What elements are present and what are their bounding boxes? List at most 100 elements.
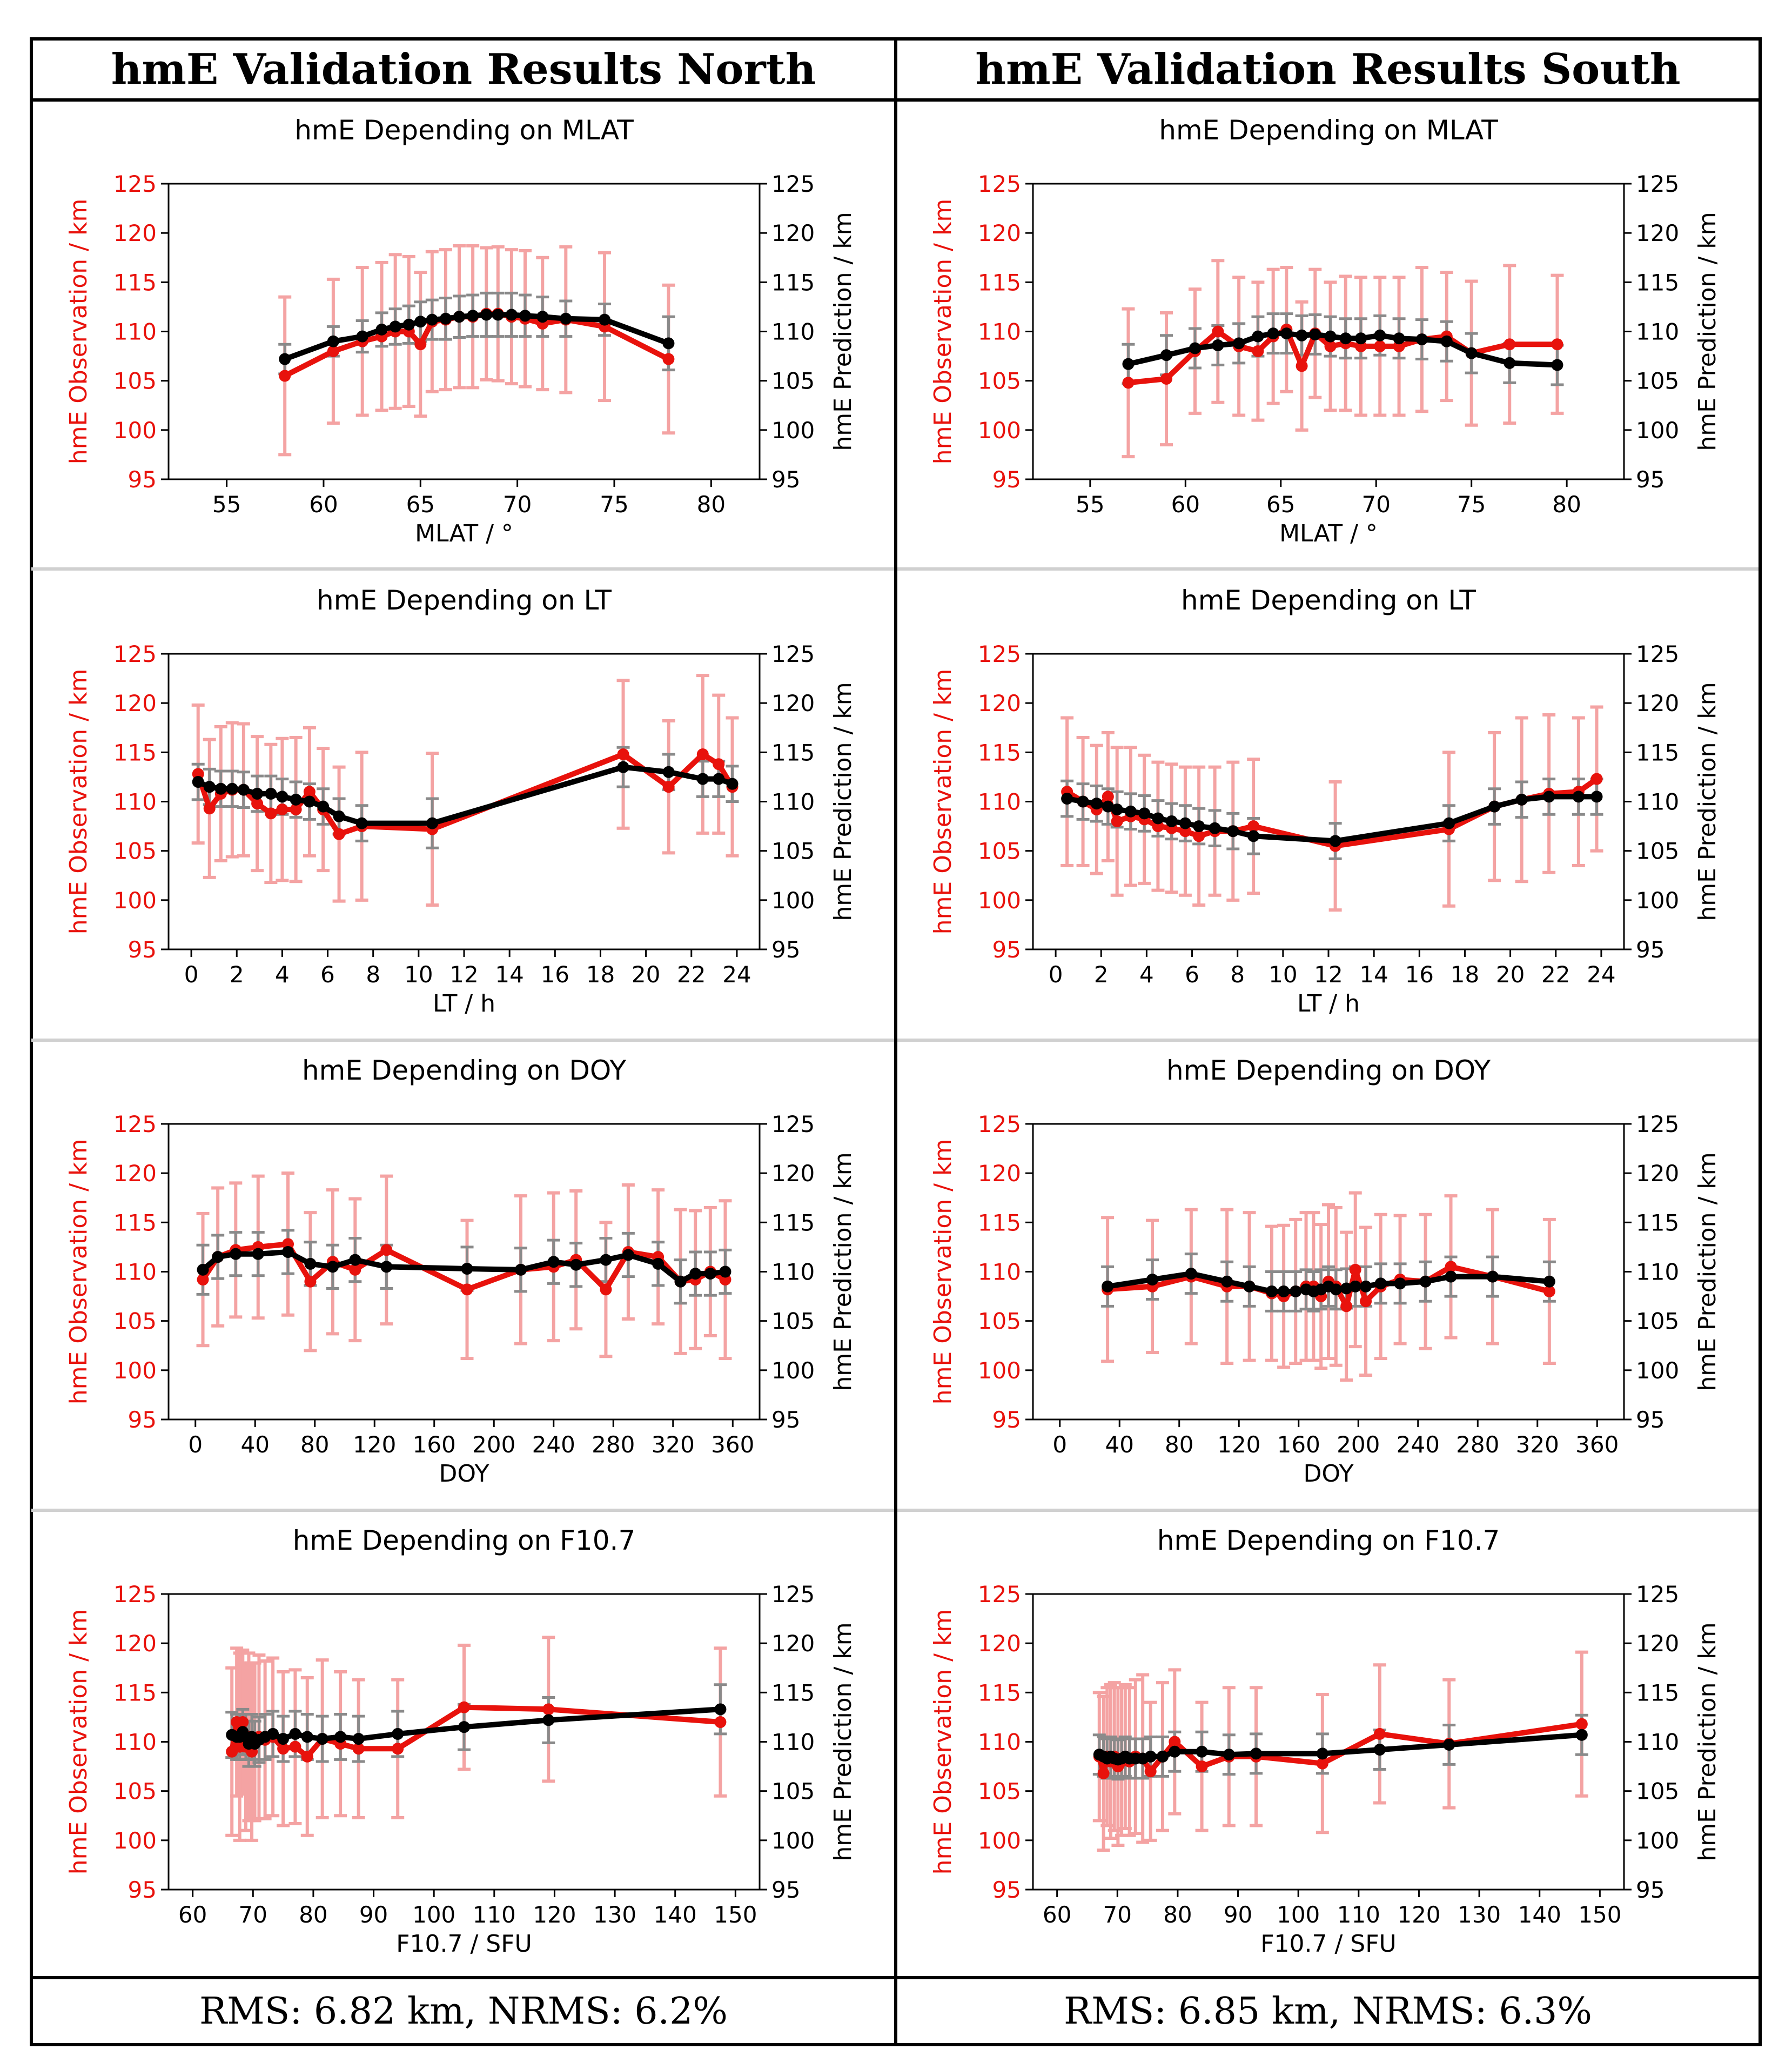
- south-doy-prediction-point: [1419, 1275, 1432, 1288]
- south-mlat-prediction-point: [1267, 327, 1279, 340]
- north-doy-ytick-left-label: 120: [113, 1160, 157, 1187]
- north-lt-observation-point: [265, 807, 277, 820]
- north-lt-observation-point: [251, 798, 264, 810]
- north-doy-prediction-point: [689, 1268, 702, 1280]
- south-f107-xtick-label: 120: [1397, 1901, 1440, 1928]
- south-doy-ytick-left-label: 120: [978, 1160, 1021, 1187]
- north-doy-prediction-point: [461, 1263, 473, 1275]
- south-lt-prediction-point: [1572, 791, 1585, 803]
- north-f107-observation-point: [714, 1716, 727, 1729]
- north-mlat-xtick-label: 65: [406, 491, 435, 518]
- south-lt-prediction-point: [1138, 807, 1151, 820]
- north-doy-xtick-label: 0: [188, 1431, 203, 1458]
- north-f107-observation-point: [277, 1743, 290, 1755]
- north-doy-ytick-right-label: 125: [771, 1111, 815, 1137]
- panel-north-doy: hmE Depending on DOY 0 40 80 120 160 200 240 280…: [65, 1055, 857, 1488]
- north-mlat-prediction-point: [480, 309, 493, 321]
- north-f107-prediction-point: [334, 1731, 347, 1743]
- south-f107-ytick-right-label: 120: [1636, 1630, 1679, 1657]
- south-lt-observation-point: [1111, 815, 1123, 827]
- north-mlat-prediction-point: [439, 312, 452, 325]
- north-f107-prediction-point: [289, 1727, 301, 1740]
- south-lt-prediction-point: [1247, 830, 1260, 842]
- south-f107-observation-point: [1196, 1760, 1208, 1773]
- south-lt-ylabel-right: hmE Prediction / km: [1694, 682, 1721, 921]
- south-lt-xtick-label: 14: [1359, 961, 1388, 988]
- north-lt-prediction-point: [713, 773, 725, 785]
- north-f107-prediction-point: [316, 1733, 328, 1745]
- north-mlat-ytick-right-label: 95: [771, 466, 800, 493]
- north-f107-ytick-right-label: 100: [771, 1827, 815, 1854]
- south-lt-title: hmE Depending on LT: [1181, 585, 1476, 616]
- south-f107-observation-point: [1373, 1727, 1386, 1740]
- north-f107-xtick-label: 60: [178, 1901, 207, 1928]
- north-lt-ylabel-right: hmE Prediction / km: [829, 682, 857, 921]
- south-lt-xtick-label: 8: [1230, 961, 1245, 988]
- south-f107-ytick-right-label: 115: [1636, 1679, 1679, 1706]
- south-f107-prediction-point: [1196, 1745, 1208, 1758]
- south-lt-prediction-point: [1090, 798, 1103, 810]
- south-lt-xtick-label: 18: [1451, 961, 1479, 988]
- north-mlat-prediction-point: [402, 318, 415, 331]
- north-mlat-observation-point: [279, 370, 291, 382]
- south-f107-ytick-right-label: 105: [1636, 1778, 1679, 1805]
- north-doy-xtick-label: 240: [532, 1431, 575, 1458]
- south-f107-prediction-point: [1144, 1750, 1157, 1763]
- south-lt-xtick-label: 0: [1049, 961, 1063, 988]
- south-doy-xtick-label: 40: [1105, 1431, 1134, 1458]
- north-doy-ytick-right-label: 105: [771, 1308, 815, 1335]
- north-lt-prediction-point: [276, 791, 288, 803]
- north-f107-xtick-label: 80: [299, 1901, 327, 1928]
- south-lt-prediction-point: [1329, 835, 1341, 847]
- north-rms-stats: RMS: 6.82 km, NRMS: 6.2%: [199, 1990, 728, 2033]
- south-mlat-prediction-point: [1189, 342, 1201, 354]
- south-column-title: hmE Validation Results South: [975, 45, 1680, 94]
- south-doy-observation-point: [1543, 1285, 1555, 1297]
- south-doy-xtick-label: 200: [1337, 1431, 1380, 1458]
- north-lt-xtick-label: 8: [366, 961, 380, 988]
- south-mlat-observation-point: [1374, 340, 1386, 352]
- north-mlat-prediction-point: [327, 335, 339, 347]
- north-mlat-prediction-point: [414, 316, 427, 328]
- south-lt-ytick-left-label: 110: [978, 789, 1021, 815]
- north-lt-observation-point: [333, 828, 345, 840]
- south-lt-prediction-point: [1152, 812, 1164, 825]
- north-f107-xtick-label: 100: [412, 1901, 455, 1928]
- north-lt-prediction-point: [317, 800, 330, 813]
- south-f107-observation-point: [1144, 1765, 1157, 1778]
- south-lt-xlabel: LT / h: [1297, 990, 1360, 1017]
- south-doy-ytick-left-label: 100: [978, 1357, 1021, 1384]
- south-mlat-prediction-point: [1122, 358, 1135, 370]
- south-f107-ytick-right-label: 95: [1636, 1877, 1665, 1903]
- north-doy-prediction-point: [514, 1263, 527, 1276]
- north-doy-ytick-right-label: 100: [771, 1357, 815, 1384]
- south-f107-ytick-right-label: 125: [1636, 1581, 1679, 1608]
- north-lt-ytick-left-label: 95: [128, 936, 157, 963]
- south-f107-xlabel: F10.7 / SFU: [1260, 1930, 1397, 1958]
- north-lt-xtick-label: 16: [541, 961, 569, 988]
- south-f107-xtick-label: 80: [1163, 1901, 1192, 1928]
- north-doy-prediction-point: [326, 1261, 339, 1273]
- south-doy-prediction-point: [1185, 1268, 1197, 1280]
- north-lt-prediction-point: [251, 787, 264, 800]
- south-lt-prediction-point: [1102, 800, 1114, 813]
- north-doy-ytick-left-label: 95: [128, 1407, 157, 1433]
- north-lt-prediction-point: [426, 817, 439, 829]
- south-doy-prediction-point: [1330, 1283, 1342, 1296]
- north-doy-prediction-point: [212, 1251, 224, 1263]
- south-mlat-ytick-left-label: 110: [978, 319, 1021, 345]
- north-lt-ytick-right-label: 105: [771, 838, 815, 865]
- north-f107-ylabel-right: hmE Prediction / km: [829, 1622, 857, 1861]
- panel-south-mlat: hmE Depending on MLAT 55 60 65 70 75 80 95 95 100…: [929, 115, 1721, 547]
- south-mlat-prediction-point: [1309, 328, 1321, 340]
- north-lt-prediction-point: [662, 766, 675, 778]
- south-lt-prediction-point: [1543, 791, 1555, 803]
- south-doy-ytick-left-label: 110: [978, 1259, 1021, 1285]
- south-f107-prediction-point: [1316, 1747, 1328, 1760]
- north-doy-xtick-label: 160: [413, 1431, 456, 1458]
- south-mlat-prediction-point: [1280, 327, 1293, 340]
- south-f107-title: hmE Depending on F10.7: [1157, 1525, 1500, 1556]
- south-f107-prediction-point: [1250, 1747, 1263, 1760]
- south-doy-observation-point: [1340, 1300, 1353, 1312]
- south-doy-xtick-label: 280: [1456, 1431, 1499, 1458]
